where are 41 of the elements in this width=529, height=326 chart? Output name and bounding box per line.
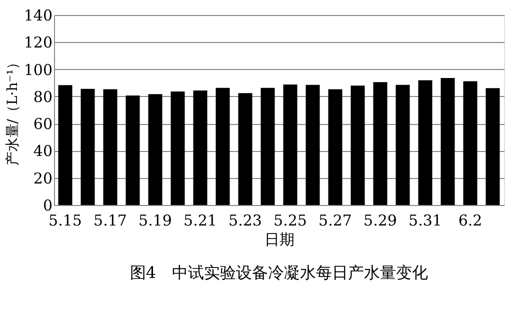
bar	[350, 86, 365, 205]
bar	[170, 92, 185, 205]
x-tick-label: 5.21	[184, 212, 217, 230]
y-tick-label: 120	[24, 34, 52, 52]
y-tick-label: 0	[42, 196, 52, 214]
y-tick-label: 40	[33, 142, 52, 160]
bar	[328, 89, 342, 205]
bar	[283, 84, 298, 205]
x-tick-label: 5.31	[408, 212, 442, 230]
y-tick-label: 80	[33, 88, 52, 106]
bar	[418, 80, 432, 205]
x-tick-label: 5.29	[364, 212, 397, 230]
x-tick-label: 6.2	[458, 212, 482, 230]
y-tick-label: 140	[24, 6, 52, 24]
bar	[148, 94, 162, 205]
bar	[80, 88, 95, 205]
bar	[58, 85, 72, 205]
x-tick-label: 5.23	[228, 212, 262, 230]
bar	[306, 84, 320, 205]
bar	[463, 81, 478, 205]
bar	[440, 78, 455, 205]
x-tick-label: 5.17	[94, 212, 127, 230]
x-tick-label: 5.27	[318, 212, 352, 230]
text: 图4 中试实验设备冷凝水每日产水量变化	[130, 263, 428, 282]
bar	[260, 88, 275, 205]
x-tick-label: 5.19	[138, 212, 172, 230]
bar	[396, 84, 410, 205]
bar	[103, 89, 118, 205]
bar	[486, 88, 500, 205]
y-tick-label: 60	[33, 115, 52, 134]
bar	[193, 90, 208, 205]
bar	[238, 93, 252, 205]
y-tick-label: 20	[33, 169, 52, 188]
x-tick-label: 5.15	[48, 212, 82, 230]
x-axis-title: 日期	[264, 230, 294, 248]
x-tick-label: 5.25	[274, 212, 307, 230]
bar	[216, 88, 230, 205]
bar	[126, 95, 140, 205]
bar	[373, 82, 388, 205]
y-axis-title: 产水量/（L·h⁻¹）	[4, 55, 21, 166]
y-tick-label: 100	[24, 60, 52, 79]
